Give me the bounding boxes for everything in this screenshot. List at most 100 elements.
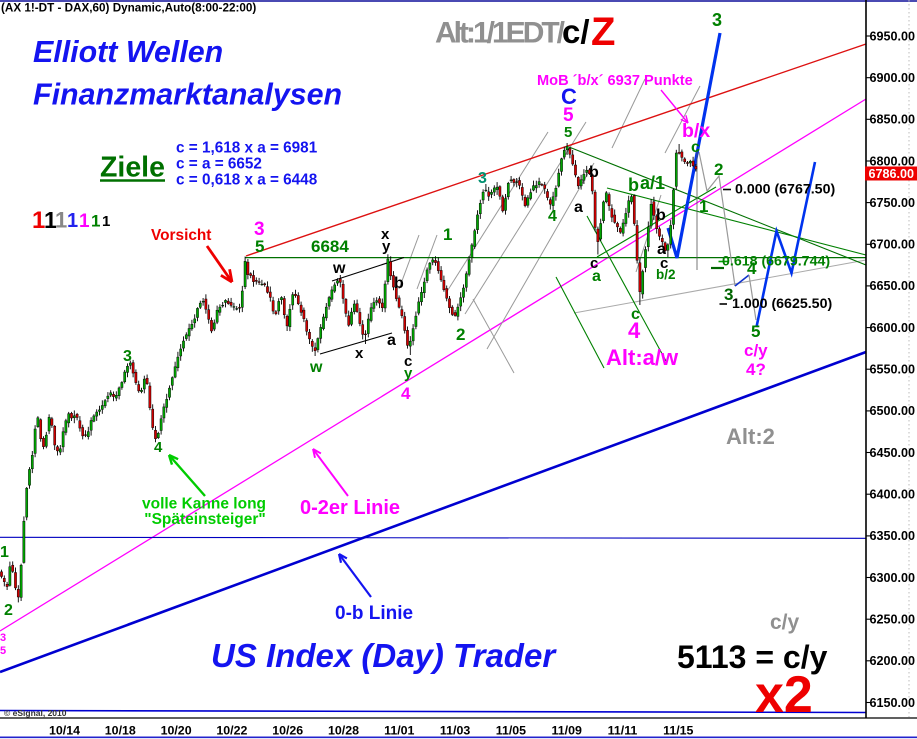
svg-text:4: 4	[401, 384, 411, 403]
svg-text:6450.00: 6450.00	[870, 446, 916, 460]
svg-text:x2: x2	[755, 666, 813, 724]
svg-text:6700.00: 6700.00	[870, 238, 916, 252]
svg-text:volle Kanne long: volle Kanne long	[142, 496, 266, 513]
svg-text:c: c	[590, 255, 598, 272]
svg-text:6300.00: 6300.00	[870, 571, 916, 585]
svg-text:6600.00: 6600.00	[870, 321, 916, 335]
svg-text:6950.00: 6950.00	[870, 29, 916, 43]
svg-text:6250.00: 6250.00	[870, 613, 916, 627]
svg-text:3: 3	[712, 10, 722, 30]
svg-text:6350.00: 6350.00	[870, 529, 916, 543]
svg-text:5: 5	[751, 322, 760, 341]
svg-text:Elliott Wellen: Elliott Wellen	[33, 35, 223, 69]
svg-text:4: 4	[628, 318, 641, 343]
svg-text:c = a = 6652: c = a = 6652	[176, 156, 262, 173]
svg-text:6650.00: 6650.00	[870, 279, 916, 293]
svg-text:US Index (Day) Trader: US Index (Day) Trader	[211, 637, 557, 674]
svg-text:1: 1	[102, 213, 110, 230]
svg-text:0.000 (6767.50): 0.000 (6767.50)	[735, 182, 835, 198]
svg-text:b/x: b/x	[682, 120, 710, 142]
svg-text:w: w	[332, 260, 346, 277]
svg-text:4?: 4?	[746, 360, 766, 379]
svg-text:2: 2	[714, 160, 723, 179]
svg-text:c/: c/	[562, 13, 590, 50]
svg-text:0-b Linie: 0-b Linie	[335, 603, 413, 624]
svg-text:6850.00: 6850.00	[870, 113, 916, 127]
svg-text:6900.00: 6900.00	[870, 71, 916, 85]
svg-text:x: x	[355, 345, 364, 362]
svg-text:C: C	[561, 84, 577, 109]
svg-text:3: 3	[123, 348, 132, 365]
svg-text:a: a	[387, 332, 396, 349]
svg-text:b: b	[628, 175, 639, 195]
svg-text:c: c	[631, 306, 640, 323]
svg-text:1: 1	[0, 544, 9, 561]
svg-text:b: b	[589, 164, 599, 181]
svg-text:© eSignal, 2010: © eSignal, 2010	[4, 708, 67, 718]
svg-text:x: x	[381, 226, 390, 243]
svg-text:c: c	[404, 353, 412, 370]
svg-text:6684: 6684	[311, 237, 349, 256]
svg-text:1: 1	[91, 212, 100, 231]
svg-text:1: 1	[443, 225, 452, 244]
svg-text:y: y	[404, 365, 413, 382]
svg-text:1: 1	[32, 207, 45, 234]
svg-text:1.000 (6625.50): 1.000 (6625.50)	[732, 296, 832, 312]
svg-text:Alt:1/1EDT/: Alt:1/1EDT/	[435, 17, 566, 50]
svg-text:11/03: 11/03	[440, 724, 470, 738]
svg-text:10/22: 10/22	[216, 724, 247, 738]
svg-text:Z: Z	[591, 10, 615, 54]
svg-text:5: 5	[564, 124, 572, 141]
svg-text:5113 = c/y: 5113 = c/y	[677, 639, 828, 675]
svg-text:w: w	[309, 359, 323, 376]
svg-text:1: 1	[67, 210, 78, 232]
svg-text:c: c	[691, 139, 700, 156]
svg-text:2: 2	[456, 325, 465, 344]
svg-text:b: b	[394, 275, 404, 292]
svg-text:10/26: 10/26	[272, 724, 303, 738]
svg-text:0-2er Linie: 0-2er Linie	[300, 497, 400, 519]
svg-text:b: b	[656, 207, 666, 224]
svg-text:"Späteinsteiger": "Späteinsteiger"	[144, 511, 266, 528]
svg-text:Alt:2: Alt:2	[726, 424, 775, 449]
svg-text:c/y: c/y	[770, 611, 800, 634]
svg-text:a: a	[657, 241, 666, 258]
svg-text:3: 3	[478, 170, 487, 187]
svg-text:3: 3	[0, 632, 6, 644]
svg-text:b/2: b/2	[656, 267, 676, 282]
svg-text:10/20: 10/20	[161, 724, 192, 738]
svg-text:MoB ´b/x´ 6937 Punkte: MoB ´b/x´ 6937 Punkte	[537, 73, 693, 89]
svg-text:c = 1,618 x a = 6981: c = 1,618 x a = 6981	[176, 140, 318, 157]
svg-text:a: a	[592, 268, 601, 285]
svg-text:1: 1	[79, 211, 90, 232]
svg-text:11/09: 11/09	[552, 724, 582, 738]
svg-text:11/15: 11/15	[663, 724, 693, 738]
svg-text:c = 0,618 x a = 6448: c = 0,618 x a = 6448	[176, 172, 318, 189]
svg-text:6550.00: 6550.00	[870, 363, 916, 377]
svg-text:Vorsicht: Vorsicht	[151, 227, 211, 244]
svg-text:6750.00: 6750.00	[870, 196, 916, 210]
svg-text:0.618 (6679.744): 0.618 (6679.744)	[722, 254, 830, 270]
svg-text:6150.00: 6150.00	[870, 696, 916, 710]
svg-text:c: c	[660, 255, 668, 272]
svg-text:1: 1	[44, 207, 57, 233]
svg-text:5: 5	[0, 645, 6, 657]
svg-text:y: y	[382, 238, 391, 255]
svg-text:10/18: 10/18	[105, 724, 136, 738]
svg-text:(AX 1!-DT - DAX,60) Dynamic,Au: (AX 1!-DT - DAX,60) Dynamic,Auto(8:00-22…	[1, 2, 256, 15]
svg-text:a/1: a/1	[640, 173, 665, 193]
svg-text:6200.00: 6200.00	[870, 654, 916, 668]
svg-text:Ziele: Ziele	[100, 152, 165, 184]
svg-text:c/y: c/y	[744, 341, 768, 360]
svg-text:10/28: 10/28	[328, 724, 359, 738]
svg-text:11/05: 11/05	[496, 724, 526, 738]
svg-text:6800.00: 6800.00	[870, 154, 916, 168]
svg-text:6400.00: 6400.00	[870, 488, 916, 502]
svg-text:10/14: 10/14	[49, 724, 80, 738]
svg-text:11/01: 11/01	[384, 724, 414, 738]
svg-text:3: 3	[724, 285, 733, 304]
svg-text:5: 5	[255, 237, 264, 256]
svg-text:4: 4	[154, 439, 163, 456]
svg-text:2: 2	[4, 602, 13, 619]
svg-text:4: 4	[747, 259, 757, 278]
